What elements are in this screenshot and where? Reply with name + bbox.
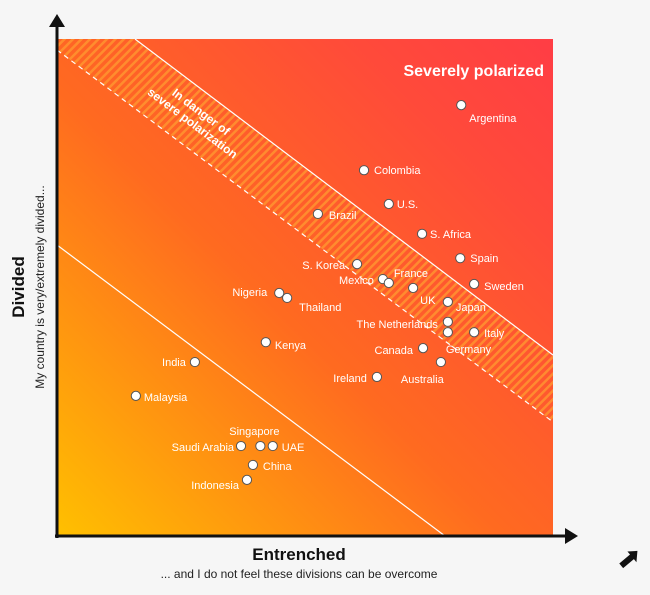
corner-arrow-icon [619,550,638,569]
data-point: Thailand [282,292,341,314]
data-point: Germany [442,327,492,356]
danger-threshold-line [57,49,553,423]
point-label: Brazil [329,210,357,222]
data-point: Brazil [312,208,357,222]
point-label: UAE [282,442,305,454]
point-marker [469,327,480,338]
data-point: Canada [375,343,429,357]
point-label: India [162,357,187,369]
point-label: Argentina [469,113,517,125]
point-label: Italy [484,328,505,340]
data-point: S. Africa [416,228,472,241]
data-point: U.S. [383,198,418,211]
data-point: Indonesia [191,474,253,492]
point-label: Ireland [333,373,367,385]
data-point: Mexico [339,273,388,287]
point-marker [358,165,370,176]
severe-threshold-line [134,39,553,356]
point-marker [442,296,453,308]
point-marker [435,356,447,368]
point-label: Indonesia [191,480,240,492]
point-marker [416,228,428,239]
point-marker [469,278,480,290]
y-axis-title: Divided [9,256,28,317]
point-marker [241,474,253,485]
point-marker [130,390,141,401]
point-label: The Netherlands [357,319,439,331]
point-label: China [263,461,293,473]
point-label: UK [420,295,436,307]
data-point: UK [408,282,436,307]
points-layer: Argentina Colombia U.S. Brazil S. Africa Spai… [130,100,524,492]
point-label: Saudi Arabia [172,442,235,454]
data-point: S. Korea [302,259,363,272]
data-point: Kenya [260,337,307,352]
point-marker [371,371,383,383]
data-point: The Netherlands [357,316,453,331]
x-axis-arrow-icon [565,528,578,544]
x-axis-title: Entrenched [252,545,346,564]
data-point: Ireland [333,371,383,385]
point-marker [274,287,285,299]
point-marker [267,440,278,452]
data-point: UAE [267,440,305,454]
point-label: Spain [470,253,498,265]
point-marker [417,343,429,354]
point-marker [235,440,247,452]
data-point: Nigeria [232,287,285,299]
point-label: Canada [375,345,414,357]
point-marker [442,327,453,338]
point-label: Germany [446,344,492,356]
y-axis-subtitle: My country is very/extremely divided... [33,185,47,388]
point-marker [455,253,466,264]
x-axis-subtitle: ... and I do not feel these divisions ca… [161,567,438,581]
plot-background [57,39,553,536]
data-point: Singapore [229,426,279,452]
point-label: Colombia [374,165,421,177]
lower-threshold-line [57,244,446,536]
point-label: S. Korea [302,260,346,272]
point-marker [383,198,394,210]
data-point: Saudi Arabia [172,440,247,454]
point-marker [260,337,271,348]
point-label: Mexico [339,275,374,287]
data-point: Sweden [469,278,524,293]
data-point: Argentina [456,100,517,125]
data-point: Spain [455,253,498,265]
point-label: Sweden [484,281,524,293]
point-label: Kenya [275,340,307,352]
data-point: Japan [442,296,486,314]
point-marker [282,292,293,304]
point-label: France [394,268,428,280]
data-point: India [162,356,200,369]
point-marker [247,459,259,471]
data-point: Malaysia [130,390,188,404]
y-axis-arrow-icon [49,14,65,27]
data-point: Australia [401,356,447,386]
point-marker [312,208,323,220]
data-point: Colombia [358,165,421,177]
point-marker [456,100,467,111]
point-label: Singapore [229,426,279,438]
point-label: Australia [401,374,445,386]
point-marker [383,277,394,289]
point-label: Nigeria [232,287,268,299]
danger-band [57,39,553,422]
point-label: Thailand [299,302,341,314]
data-point: Italy [469,327,505,340]
point-label: S. Africa [430,229,472,241]
point-label: Japan [456,302,486,314]
point-label: Malaysia [144,392,188,404]
data-point: China [247,459,293,473]
point-marker [408,282,419,294]
point-marker [351,259,363,270]
point-marker [442,316,453,327]
point-marker [189,356,200,368]
point-marker [255,440,266,452]
data-point: France [383,268,428,289]
point-label: U.S. [397,199,418,211]
severely-polarized-label: Severely polarized [403,63,544,80]
